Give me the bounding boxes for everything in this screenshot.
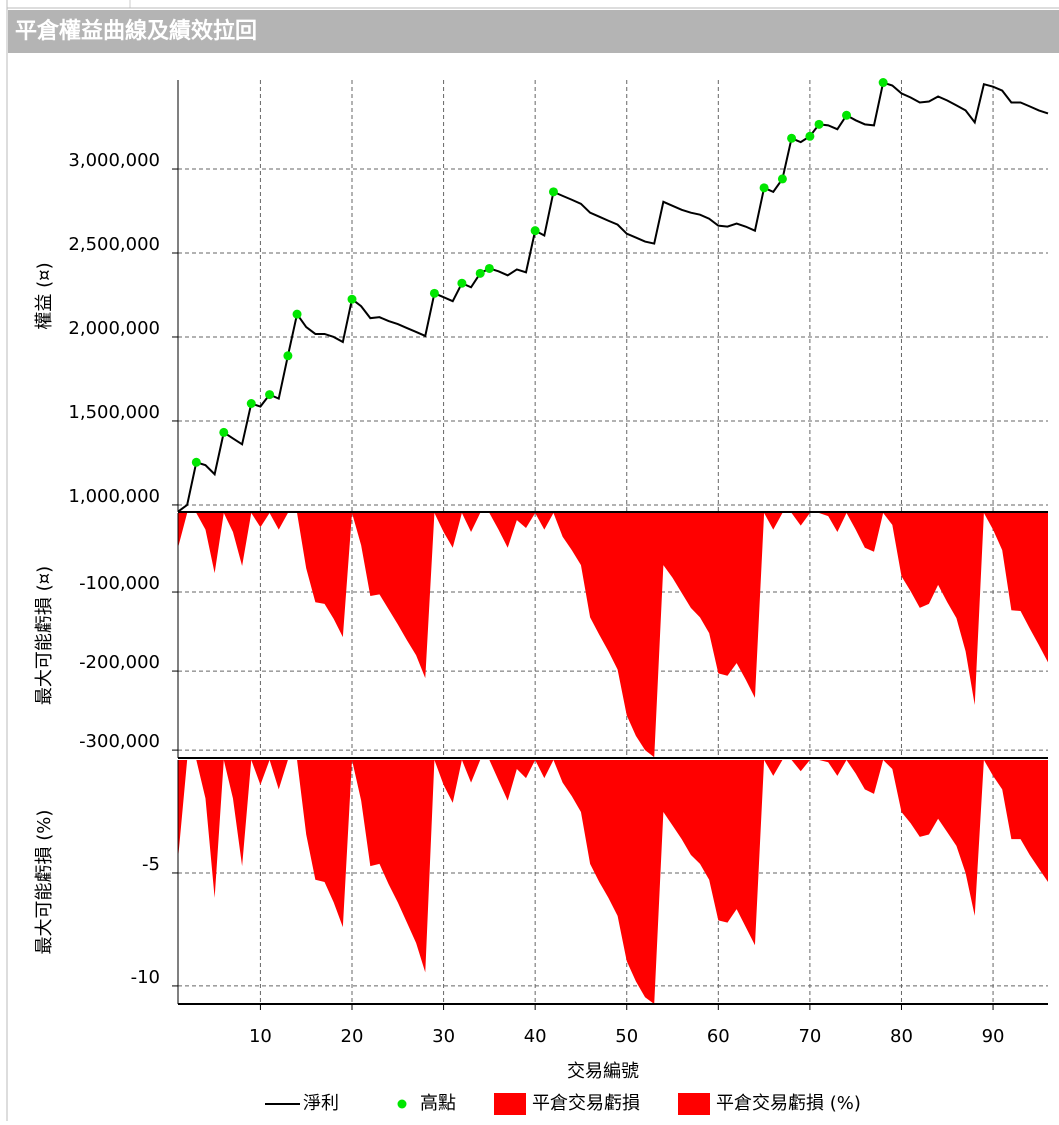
high-point <box>759 183 769 193</box>
x-tick-label: 60 <box>707 1026 730 1047</box>
high-point <box>265 390 275 400</box>
high-point <box>429 288 439 298</box>
x-tick-label: 20 <box>341 1026 364 1047</box>
high-point <box>246 398 256 408</box>
high-point <box>548 187 558 197</box>
high-point <box>878 78 888 88</box>
high-point <box>814 119 824 129</box>
high-point <box>484 263 494 273</box>
x-tick-label: 80 <box>890 1026 913 1047</box>
y-tick-label: 1,000,000 <box>68 486 160 507</box>
high-point <box>787 133 797 143</box>
y-tick-label: -200,000 <box>79 652 160 673</box>
x-tick-label: 10 <box>249 1026 272 1047</box>
high-point <box>457 278 467 288</box>
high-point <box>530 226 540 236</box>
legend-swatch <box>494 1093 526 1115</box>
high-point <box>805 131 815 141</box>
x-tick-label: 90 <box>982 1026 1005 1047</box>
legend-marker <box>397 1099 407 1109</box>
x-tick-label: 70 <box>798 1026 821 1047</box>
x-tick-label: 50 <box>615 1026 638 1047</box>
x-axis-label: 交易編號 <box>567 1061 639 1082</box>
high-point <box>347 294 357 304</box>
high-point <box>283 351 293 361</box>
legend-label: 淨利 <box>303 1093 339 1114</box>
y-tick-label: -5 <box>142 854 160 875</box>
y-axis-label: 最大可能虧損 (¤) <box>34 566 55 705</box>
y-tick-label: -100,000 <box>79 573 160 594</box>
drawdown-area <box>178 760 1048 1004</box>
legend-label: 平倉交易虧損 <box>532 1093 640 1114</box>
y-tick-label: -300,000 <box>79 731 160 752</box>
window-title: 平倉權益曲線及績效拉回 <box>15 18 257 44</box>
title-bar <box>8 10 1059 53</box>
high-point <box>292 309 302 319</box>
y-tick-label: 1,500,000 <box>68 402 160 423</box>
x-tick-label: 40 <box>524 1026 547 1047</box>
high-point <box>777 174 787 184</box>
high-point <box>475 268 485 278</box>
drawdown-area <box>178 513 1048 758</box>
equity-line <box>177 81 1049 513</box>
y-axis-label: 權益 (¤) <box>34 262 55 329</box>
x-tick-label: 30 <box>432 1026 455 1047</box>
high-point <box>219 427 229 437</box>
y-tick-label: 2,000,000 <box>68 318 160 339</box>
y-tick-label: 3,000,000 <box>68 150 160 171</box>
legend-swatch <box>678 1093 710 1115</box>
y-tick-label: 2,500,000 <box>68 234 160 255</box>
high-point <box>842 110 852 120</box>
legend-label: 高點 <box>420 1093 456 1114</box>
y-tick-label: -10 <box>131 967 160 988</box>
high-point <box>191 457 201 467</box>
legend-label: 平倉交易虧損 (%) <box>716 1093 861 1114</box>
y-axis-label: 最大可能虧損 (%) <box>34 810 55 955</box>
